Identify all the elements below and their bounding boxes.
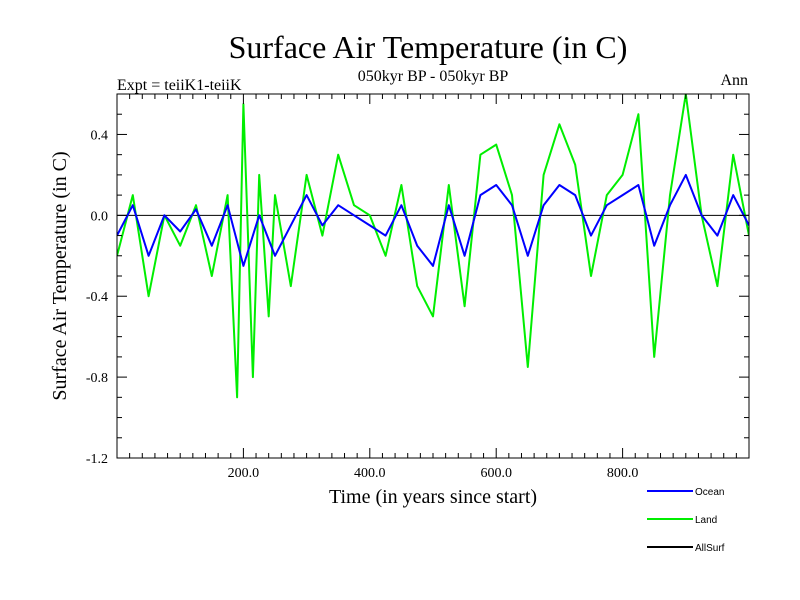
season-label: Ann [720,72,748,89]
y-tick-label: -1.2 [86,452,108,467]
y-tick-label: -0.4 [86,290,108,305]
experiment-label: Expt = teiiK1-teiiK [117,77,242,94]
y-tick-label: -0.8 [86,371,108,386]
x-tick-label: 200.0 [228,466,260,481]
y-tick-label: 0.0 [91,209,109,224]
legend: Ocean Land AllSurf [647,487,725,554]
legend-label-ocean: Ocean [695,487,724,498]
chart-title: Surface Air Temperature (in C) [229,29,628,65]
plot-area: 200.0 400.0 600.0 800.0 -1.2 -0.8 -0.4 0.0 0.4 [86,93,750,481]
x-tick-label: 600.0 [480,466,512,481]
x-axis-label: Time (in years since start) [329,486,537,508]
series-line-ocean [117,173,749,267]
legend-label-land: Land [695,515,717,526]
chart-subtitle: 050kyr BP - 050kyr BP [358,68,509,85]
legend-label-allsurf: AllSurf [695,543,725,554]
y-tick-label: 0.4 [91,128,109,143]
y-axis-label: Surface Air Temperature (in C) [49,151,71,400]
x-tick-label: 800.0 [607,466,639,481]
x-tick-label: 400.0 [354,466,386,481]
series-line-land [117,94,749,399]
